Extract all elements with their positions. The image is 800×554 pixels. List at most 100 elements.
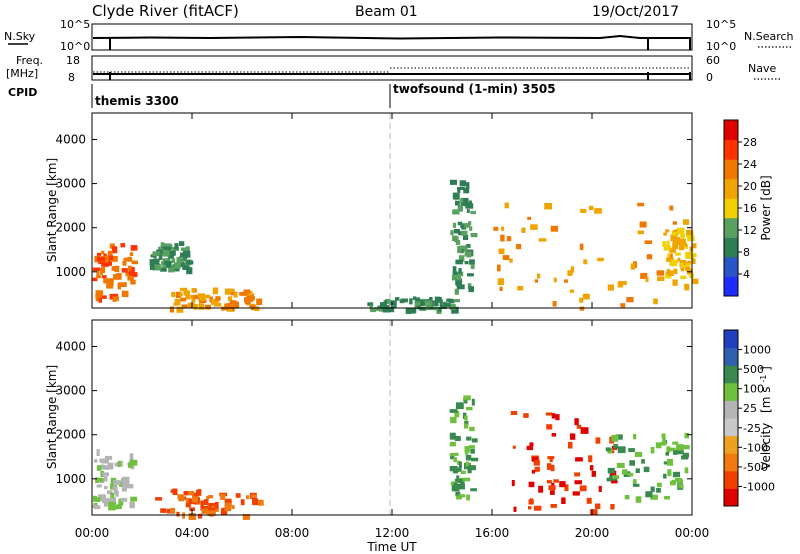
data-cell [451, 306, 459, 314]
data-cell [192, 492, 199, 497]
data-cell [160, 267, 167, 272]
data-cell [666, 240, 670, 247]
data-cell [589, 205, 594, 211]
data-cell [183, 290, 190, 296]
data-cell [687, 236, 695, 242]
data-cell [96, 484, 102, 488]
data-cell [152, 251, 161, 256]
scatter-region [92, 449, 138, 511]
velocity-ylabel: Slant Range [km] [45, 365, 59, 469]
data-cell [668, 270, 674, 276]
data-cell [580, 427, 589, 434]
data-cell [548, 485, 556, 491]
data-cell [450, 416, 457, 424]
data-cell [513, 506, 517, 512]
data-cell [208, 495, 214, 499]
data-cell [469, 226, 473, 231]
data-cell [201, 508, 208, 514]
data-cell [679, 260, 687, 266]
data-cell [100, 268, 104, 275]
data-cell [460, 197, 469, 205]
data-cell [470, 211, 476, 215]
data-cell [606, 477, 612, 482]
data-cell [224, 288, 231, 295]
data-cell [113, 488, 118, 495]
data-cell [468, 221, 472, 226]
data-cell [516, 243, 522, 250]
data-cell [691, 258, 696, 264]
data-cell [109, 243, 115, 249]
data-cell [111, 266, 116, 271]
data-cell [630, 263, 636, 270]
data-cell [680, 233, 685, 239]
data-cell [250, 494, 257, 498]
data-cell [639, 221, 647, 228]
data-cell [454, 236, 459, 242]
data-cell [455, 278, 463, 286]
time-axis: 00:00 04:00 08:00 12:00 16:00 20:00 00:00 [75, 113, 709, 540]
data-cell [650, 486, 655, 493]
data-cell [529, 498, 533, 505]
data-cell [668, 447, 676, 452]
data-cell [551, 413, 556, 419]
data-cell [511, 480, 515, 487]
freq-label-2: [MHz] [6, 67, 38, 80]
data-cell [97, 256, 106, 261]
data-cell [149, 259, 157, 266]
data-cell [533, 460, 540, 466]
data-cell [121, 268, 128, 273]
data-cell [246, 495, 250, 500]
data-cell [527, 216, 531, 220]
y-tick-label: 1000 [55, 265, 86, 279]
data-cell [550, 225, 559, 232]
data-cell [198, 295, 206, 301]
data-cell [178, 494, 185, 502]
data-cell [468, 465, 476, 471]
data-cell [686, 229, 692, 235]
data-cell [471, 398, 475, 406]
velocity-bar-label-unit: [m s [759, 386, 773, 412]
data-cell [680, 262, 684, 270]
data-cell [103, 502, 108, 507]
data-cell [561, 497, 566, 504]
data-cell [683, 445, 690, 450]
data-cell [131, 260, 138, 265]
data-cell [193, 294, 199, 299]
colorbar-segment [724, 159, 738, 180]
data-cell [220, 493, 226, 500]
data-cell [239, 292, 248, 296]
colorbar-segment [724, 198, 738, 219]
data-cell [454, 436, 461, 441]
data-cell [174, 267, 178, 272]
power-data-marks [92, 179, 699, 314]
data-cell [224, 504, 232, 511]
data-cell [455, 259, 463, 265]
data-cell [680, 275, 687, 280]
data-cell [551, 433, 556, 437]
data-cell [559, 481, 566, 488]
colorbar-segment [724, 453, 738, 472]
data-cell [114, 462, 119, 467]
data-cell [661, 433, 666, 439]
data-cell [453, 229, 460, 234]
y-tick-label: 4000 [55, 339, 86, 353]
data-cell [127, 256, 133, 262]
data-cell [674, 236, 680, 242]
data-cell [550, 464, 555, 472]
data-cell [161, 261, 167, 265]
data-cell [569, 289, 574, 293]
data-cell [125, 272, 130, 277]
data-cell [634, 452, 643, 457]
power-panel: 1000 2000 3000 4000 Slant Range [km] [45, 112, 699, 314]
data-cell [463, 423, 469, 429]
data-cell [465, 203, 474, 209]
data-cell [464, 261, 469, 265]
data-cell [452, 209, 460, 215]
data-cell [92, 495, 98, 502]
data-cell [174, 298, 181, 306]
nsearch-label: N.Search [744, 30, 794, 43]
data-cell [449, 432, 456, 440]
data-cell [456, 284, 465, 290]
data-cell [467, 468, 472, 474]
